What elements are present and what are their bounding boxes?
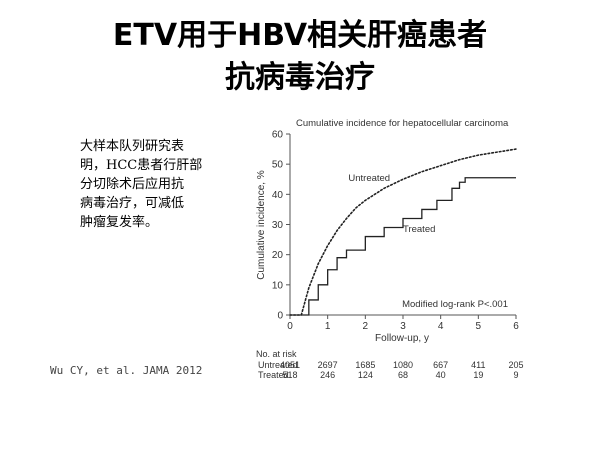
at-risk-header: No. at risk bbox=[256, 349, 297, 359]
at-risk-value: 19 bbox=[473, 370, 483, 380]
at-risk-value: 1685 bbox=[355, 360, 375, 370]
series-label: Untreated bbox=[348, 173, 390, 184]
at-risk-value: 68 bbox=[398, 370, 408, 380]
y-tick-label: 60 bbox=[272, 130, 284, 141]
description-line: 大样本队列研究表 bbox=[80, 139, 185, 154]
annotation: Modified log-rank P<.001 bbox=[402, 299, 508, 310]
chart-series: Untreated Treated bbox=[289, 148, 517, 316]
description-line: 明，HCC患者行肝部 bbox=[80, 158, 203, 173]
at-risk-value: 1080 bbox=[393, 360, 413, 370]
x-tick-label: 4 bbox=[438, 321, 444, 332]
at-risk-row-label: Treated bbox=[258, 370, 289, 380]
x-tick-label: 5 bbox=[476, 321, 482, 332]
at-risk-value: 205 bbox=[508, 360, 523, 370]
at-risk-value: 246 bbox=[320, 370, 335, 380]
y-tick-label: 50 bbox=[272, 160, 284, 171]
at-risk-row-label: Untreated bbox=[258, 360, 298, 370]
y-tick-label: 10 bbox=[272, 280, 284, 291]
at-risk-value: 4051 bbox=[280, 360, 300, 370]
x-tick-label: 3 bbox=[400, 321, 406, 332]
at-risk-value: 518 bbox=[282, 370, 297, 380]
at-risk-value: 124 bbox=[358, 370, 373, 380]
series-line-untreated bbox=[289, 148, 517, 316]
at-risk-value: 2697 bbox=[318, 360, 338, 370]
at-risk-value: 9 bbox=[513, 370, 518, 380]
description-line: 病毒治疗，可减低 bbox=[80, 196, 185, 211]
y-axis-label: Cumulative incidence, % bbox=[256, 170, 267, 280]
description-line: 分切除术后应用抗 bbox=[80, 177, 185, 192]
series-label: Treated bbox=[403, 224, 435, 235]
at-risk-value: 667 bbox=[433, 360, 448, 370]
y-tick-label: 40 bbox=[272, 190, 284, 201]
x-axis-label: Follow-up, y bbox=[375, 333, 429, 344]
x-tick-label: 2 bbox=[363, 321, 369, 332]
description-line: 肿瘤复发率。 bbox=[80, 215, 159, 230]
y-tick-label: 0 bbox=[277, 311, 283, 322]
x-tick-label: 0 bbox=[287, 321, 293, 332]
at-risk-value: 40 bbox=[436, 370, 446, 380]
description-text: 大样本队列研究表 明，HCC患者行肝部 分切除术后应用抗 病毒治疗，可减低 肿瘤… bbox=[80, 137, 230, 232]
x-tick-label: 1 bbox=[325, 321, 331, 332]
y-tick-label: 20 bbox=[272, 250, 284, 261]
series-line-treated bbox=[290, 177, 516, 316]
citation: Wu CY, et al. JAMA 2012 bbox=[50, 364, 203, 377]
at-risk-value: 411 bbox=[471, 360, 485, 370]
y-tick-label: 30 bbox=[272, 220, 284, 231]
x-tick-label: 6 bbox=[513, 321, 519, 332]
slide-title-line-1: ETV用于HBV相关肝癌患者 bbox=[112, 18, 488, 53]
chart-title: Cumulative incidence for hepatocellular … bbox=[296, 118, 509, 129]
slide-title-line-2: 抗病毒治疗 bbox=[225, 60, 375, 95]
